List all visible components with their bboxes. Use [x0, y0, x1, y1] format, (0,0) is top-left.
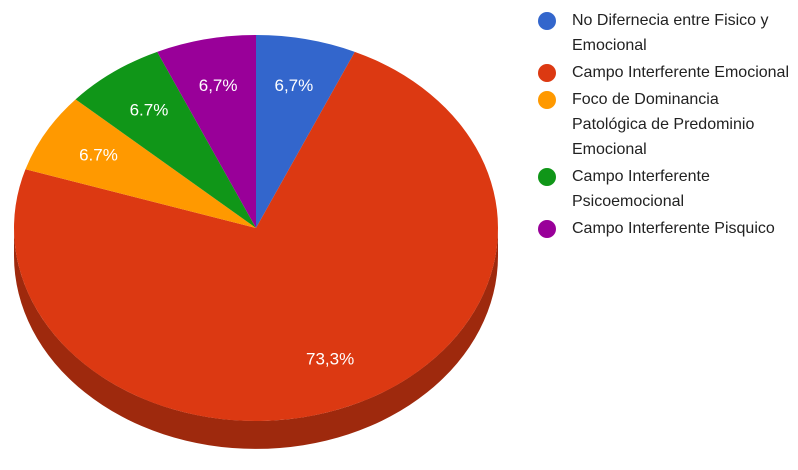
legend-item: No Difernecia entre Fisico y Emocional	[538, 8, 796, 58]
legend-swatch	[538, 168, 556, 186]
legend-swatch	[538, 91, 556, 109]
legend-label: Campo Interferente Pisquico	[572, 220, 775, 237]
slice	[157, 35, 256, 228]
legend-label: No Difernecia entre Fisico y Emocional	[572, 12, 769, 54]
slice	[75, 51, 256, 229]
legend-item: Campo Interferente Psicoemocional	[538, 164, 796, 214]
slice-label: 6,7%	[199, 76, 238, 95]
legend-label: Campo Interferente Emocional	[572, 64, 789, 81]
slice-label: 6.7%	[79, 146, 118, 165]
slice	[13, 51, 499, 421]
legend-label: Foco de Dominancia Patológica de Predomi…	[572, 91, 755, 158]
slice-label: 6.7%	[130, 101, 169, 120]
slice-label: 6,7%	[275, 76, 314, 95]
slice	[25, 99, 256, 229]
legend-item: Campo Interferente Emocional	[538, 60, 796, 85]
chart: 6,7% 73,3% 6.7% 6.7% 6,7%	[13, 35, 499, 449]
slice-label: 73,3%	[306, 350, 354, 369]
legend: No Difernecia entre Fisico y Emocional Ca…	[538, 8, 796, 243]
legend-item: Foco de Dominancia Patológica de Predomi…	[538, 87, 796, 162]
legend-item: Campo Interferente Pisquico	[538, 216, 796, 241]
legend-swatch	[538, 220, 556, 238]
legend-swatch	[538, 12, 556, 30]
slice	[256, 35, 355, 228]
legend-swatch	[538, 64, 556, 82]
legend-label: Campo Interferente Psicoemocional	[572, 168, 710, 210]
